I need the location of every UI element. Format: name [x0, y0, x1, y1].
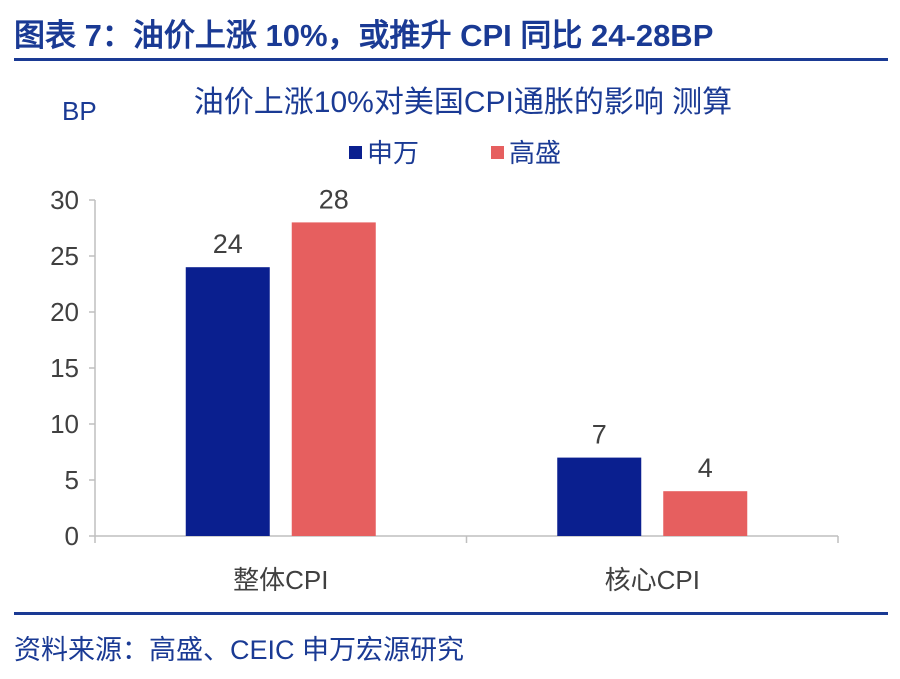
legend-swatch: [491, 146, 504, 159]
top-rule: [14, 58, 888, 61]
y-tick-label: 10: [50, 409, 79, 439]
y-tick-label: 15: [50, 353, 79, 383]
bar: [663, 491, 748, 536]
source-note: 资料来源：高盛、CEIC 申万宏源研究: [14, 635, 465, 665]
bottom-rule: [14, 612, 888, 615]
data-label: 24: [213, 229, 243, 259]
bar: [291, 222, 376, 536]
figure-title: 图表 7：油价上涨 10%，或推升 CPI 同比 24-28BP: [14, 18, 714, 53]
y-tick-label: 30: [50, 185, 79, 215]
legend-entry: 申万: [367, 138, 419, 168]
y-tick-label: 25: [50, 241, 79, 271]
data-label: 28: [319, 184, 349, 214]
legend-swatch: [349, 146, 362, 159]
chart-title: 油价上涨10%对美国CPI通胀的影响 测算: [194, 86, 732, 119]
y-tick-label: 5: [65, 465, 79, 495]
y-tick-label: 0: [65, 521, 79, 551]
bar: [557, 457, 642, 536]
axes: 0 5 10 15 20 25 30 整体CPI 核心CPI: [50, 185, 839, 595]
x-tick-label: 整体CPI: [233, 565, 328, 595]
y-tick-label: 20: [50, 297, 79, 327]
y-axis-label: BP: [62, 96, 97, 126]
legend-entry: 高盛: [509, 138, 561, 168]
chart: 油价上涨10%对美国CPI通胀的影响 测算 BP 申万 高盛 0 5 10 15 20 25…: [50, 86, 839, 595]
data-label: 4: [698, 453, 713, 483]
data-label: 7: [592, 420, 607, 450]
x-tick-label: 核心CPI: [605, 565, 700, 595]
bar: [185, 267, 270, 536]
legend: 申万 高盛: [349, 138, 561, 168]
bars: 24 28 7 4: [185, 184, 748, 536]
